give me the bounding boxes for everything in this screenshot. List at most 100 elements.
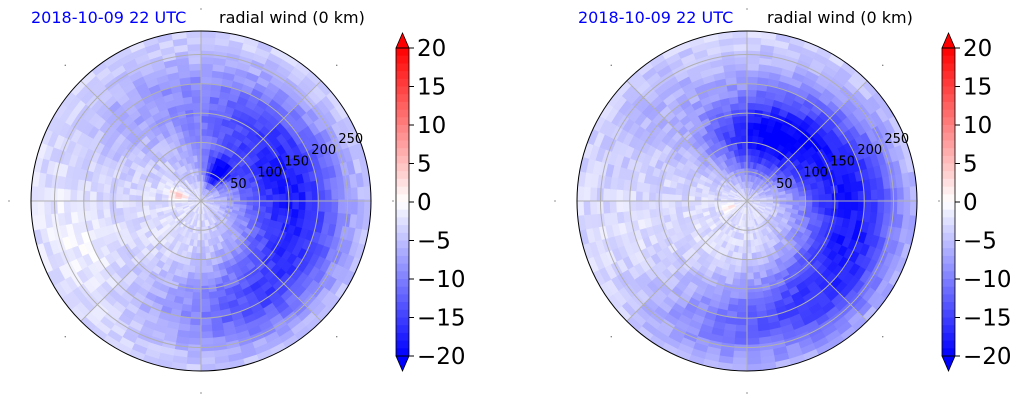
field-cell xyxy=(798,81,813,94)
field-cell xyxy=(895,212,905,229)
field-cell xyxy=(648,192,656,203)
field-cell xyxy=(762,242,770,251)
field-cell xyxy=(780,323,796,335)
field-cell xyxy=(753,115,762,124)
field-cell xyxy=(148,285,161,297)
field-cell xyxy=(212,335,228,345)
radial-tick-label-50: 50 xyxy=(776,177,793,192)
field-cell xyxy=(740,266,748,274)
field-cell xyxy=(262,217,272,226)
field-cell xyxy=(268,218,278,229)
field-cell xyxy=(883,250,896,268)
field-cell xyxy=(92,116,106,131)
field-cell xyxy=(199,89,211,97)
field-cell xyxy=(746,121,754,130)
field-cell xyxy=(830,94,845,109)
field-cell xyxy=(721,206,729,211)
field-cell xyxy=(116,75,133,90)
field-cell xyxy=(210,135,219,145)
field-cell xyxy=(209,176,215,185)
field-cell xyxy=(735,324,749,333)
field-cell xyxy=(247,324,264,337)
field-cell xyxy=(766,179,775,186)
field-cell xyxy=(185,186,192,193)
field-cell xyxy=(738,182,743,190)
field-cell xyxy=(747,197,754,201)
field-cell xyxy=(889,253,902,271)
field-cell xyxy=(820,87,836,101)
field-cell xyxy=(749,181,753,189)
field-cell xyxy=(739,121,747,130)
field-cell xyxy=(718,302,730,312)
field-cell xyxy=(205,135,213,144)
field-cell xyxy=(733,344,749,352)
field-cell xyxy=(67,234,79,250)
field-cell xyxy=(172,44,188,54)
field-cell xyxy=(735,204,742,209)
colorbar-tick-label-5: 5 xyxy=(417,152,432,178)
field-cell xyxy=(753,183,759,191)
field-cell xyxy=(689,42,707,55)
colorbar-tick-label-−20: −20 xyxy=(417,344,466,370)
field-cell xyxy=(116,214,126,225)
field-cell xyxy=(197,233,202,241)
field-cell xyxy=(761,137,770,146)
field-cell xyxy=(763,130,772,140)
field-cell xyxy=(799,46,817,59)
field-cell xyxy=(328,105,344,123)
colorbar-segment xyxy=(942,171,955,180)
field-cell xyxy=(349,212,359,229)
field-cell xyxy=(323,176,332,191)
field-cell xyxy=(668,331,685,345)
field-cell xyxy=(865,257,879,274)
field-cell xyxy=(211,56,227,66)
field-cell xyxy=(116,296,131,310)
field-cell xyxy=(194,188,199,196)
field-cell xyxy=(50,174,60,190)
field-cell xyxy=(737,102,747,110)
field-cell xyxy=(757,189,765,195)
field-cell xyxy=(213,203,221,207)
field-cell xyxy=(178,276,189,286)
field-cell xyxy=(769,184,778,190)
field-cell xyxy=(266,193,274,201)
field-cell xyxy=(609,212,619,227)
field-cell xyxy=(888,130,902,148)
field-cell xyxy=(736,212,742,220)
field-cell xyxy=(215,282,226,292)
field-cell xyxy=(752,182,758,190)
field-cell xyxy=(617,287,633,304)
colorbar-segment xyxy=(396,248,409,257)
field-cell xyxy=(756,209,763,216)
field-cell xyxy=(857,300,874,318)
field-cell xyxy=(196,207,200,215)
field-cell xyxy=(213,193,221,198)
field-cell xyxy=(144,77,159,89)
field-cell xyxy=(97,133,110,147)
colorbar-segment xyxy=(942,55,955,64)
field-cell xyxy=(148,196,156,202)
colorbar-segment xyxy=(396,279,409,288)
radial-tick-label-250: 250 xyxy=(338,132,363,147)
field-cell xyxy=(216,242,224,251)
field-cell xyxy=(877,263,891,280)
field-cell xyxy=(749,161,754,169)
field-cell xyxy=(882,211,892,227)
field-cell xyxy=(52,252,66,270)
field-cell xyxy=(98,120,111,135)
field-cell xyxy=(45,115,60,134)
field-cell xyxy=(671,302,687,316)
field-cell xyxy=(749,206,753,214)
field-cell xyxy=(718,97,730,107)
field-cell xyxy=(680,81,695,95)
field-cell xyxy=(201,194,204,201)
field-cell xyxy=(197,201,201,208)
radial-tick-label-200: 200 xyxy=(857,143,882,158)
field-cell xyxy=(753,109,763,118)
field-cell xyxy=(290,182,300,194)
field-cell xyxy=(214,222,221,230)
field-cell xyxy=(289,65,307,81)
field-cell xyxy=(741,206,745,214)
field-cell xyxy=(331,187,339,201)
field-cell xyxy=(155,32,173,44)
